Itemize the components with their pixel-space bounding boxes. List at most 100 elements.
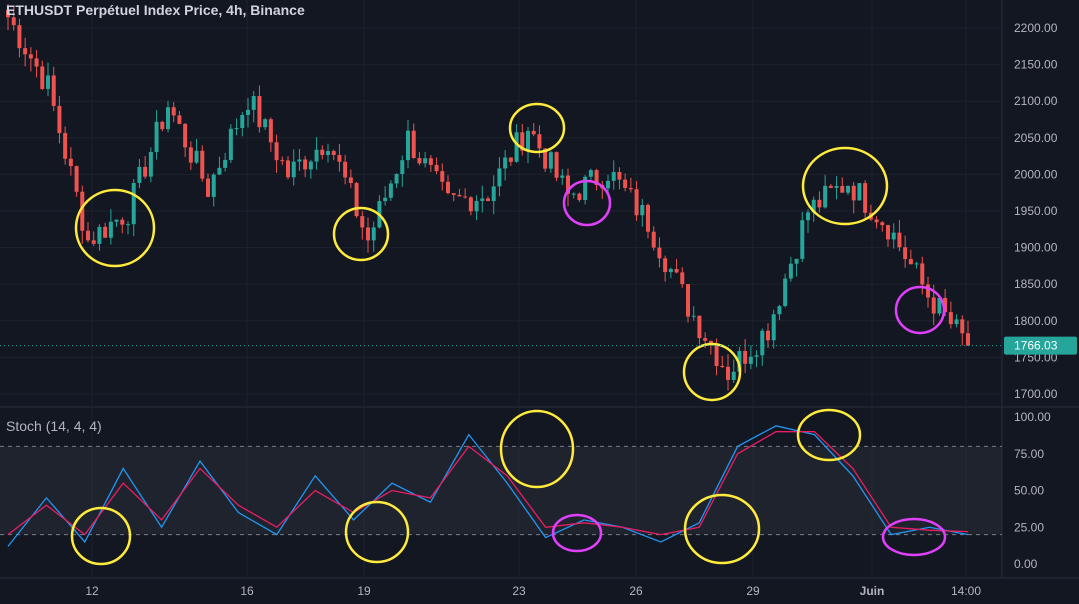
candle-body	[743, 350, 748, 364]
chart-title: ETHUSDT Perpétuel Index Price, 4h, Binan…	[6, 2, 305, 18]
candle-body	[531, 130, 536, 135]
stoch-k-line	[7, 425, 969, 547]
candle-body	[166, 107, 170, 130]
candle-body	[846, 185, 850, 193]
candle-body	[840, 186, 845, 193]
candle-body	[326, 151, 330, 156]
annotation-magenta-circle	[894, 285, 946, 335]
candle-body	[657, 247, 662, 259]
stoch-band-fill	[0, 446, 1002, 535]
candle-body	[108, 221, 113, 238]
candle-body	[474, 201, 479, 212]
candle-body	[86, 230, 90, 241]
candle-body	[154, 121, 159, 152]
candle-body	[611, 171, 616, 181]
time-tick-label: 26	[629, 584, 643, 598]
candle-body	[74, 166, 79, 192]
candle-body	[811, 199, 816, 213]
time-tick-label: 29	[746, 584, 760, 598]
candle-body	[388, 183, 393, 198]
candle-body	[680, 272, 685, 285]
annotation-magenta-circle	[562, 179, 612, 227]
candle-body	[874, 219, 879, 223]
candle-body	[931, 297, 936, 314]
candle-body	[897, 232, 902, 248]
candle-body	[143, 166, 148, 177]
annotation-yellow-circle	[508, 102, 566, 154]
chart-grid	[0, 0, 1079, 579]
annotation-yellow-circle	[683, 493, 761, 565]
candle-body	[491, 186, 496, 202]
candle-body	[783, 278, 788, 307]
candle-body	[560, 175, 565, 178]
candle-body	[137, 166, 142, 183]
candle-body	[697, 315, 702, 339]
candle-body	[926, 284, 930, 298]
candle-body	[131, 182, 136, 225]
candle-body	[114, 219, 119, 222]
last-price-tag-bg	[1004, 336, 1077, 355]
candle-body	[914, 263, 919, 265]
candle-body	[23, 48, 28, 55]
candle-body	[880, 222, 885, 226]
candle-body	[34, 58, 39, 67]
candle-body	[251, 96, 256, 110]
candle-body	[594, 170, 599, 185]
candle-body	[6, 9, 10, 18]
candle-body	[668, 268, 673, 273]
candle-body	[120, 219, 125, 225]
price-tick-label: 1950.00	[1014, 204, 1058, 218]
candle-body	[646, 204, 650, 232]
candle-body	[268, 119, 273, 143]
price-tick-label: 2050.00	[1014, 131, 1058, 145]
candle-body	[628, 188, 633, 190]
candle-body	[246, 109, 250, 116]
candle-body	[966, 333, 970, 346]
candle-body	[354, 183, 359, 217]
candle-body	[686, 284, 690, 317]
stoch-overbought-oversold-band	[0, 445, 1002, 536]
candle-body	[200, 150, 205, 179]
candle-body	[211, 174, 216, 197]
indicator-title: Stoch (14, 4, 4)	[6, 418, 102, 434]
candle-body	[457, 194, 462, 197]
candle-body	[623, 179, 628, 189]
candle-body	[97, 226, 102, 244]
candle-body	[234, 128, 239, 130]
candle-body	[794, 258, 799, 264]
price-tick-label: 1700.00	[1014, 387, 1058, 401]
candle-body	[428, 158, 433, 165]
annotation-yellow-circle	[74, 188, 156, 268]
candle-body	[68, 158, 73, 167]
candle-body	[291, 161, 296, 178]
candle-body	[297, 159, 302, 162]
candle-body	[263, 119, 268, 128]
candle-body	[771, 314, 776, 341]
candle-body	[371, 227, 376, 241]
candle-body	[583, 176, 588, 201]
stoch-tick-label: 75.00	[1014, 447, 1044, 461]
candle-body	[257, 96, 262, 128]
candle-body	[634, 189, 639, 216]
annotation-yellow-circle	[796, 408, 862, 462]
candle-body	[948, 312, 953, 325]
stoch-lines	[7, 425, 969, 547]
candle-body	[468, 197, 473, 212]
candle-body	[708, 340, 713, 345]
candle-body	[960, 319, 965, 334]
candle-body	[937, 297, 942, 314]
candle-body	[194, 150, 199, 163]
candle-body	[217, 167, 222, 175]
candle-body	[566, 175, 570, 194]
candle-body	[451, 193, 456, 195]
candle-body	[308, 161, 313, 170]
candle-body	[851, 185, 856, 201]
candle-body	[63, 133, 68, 159]
candle-body	[400, 160, 405, 174]
annotation-yellow-circle	[70, 506, 132, 566]
candle-body	[406, 130, 410, 161]
candle-body	[760, 330, 765, 356]
candle-body	[577, 193, 582, 201]
stoch-axis: 100.00 75.00 50.00 25.00 0.00	[1014, 410, 1051, 571]
